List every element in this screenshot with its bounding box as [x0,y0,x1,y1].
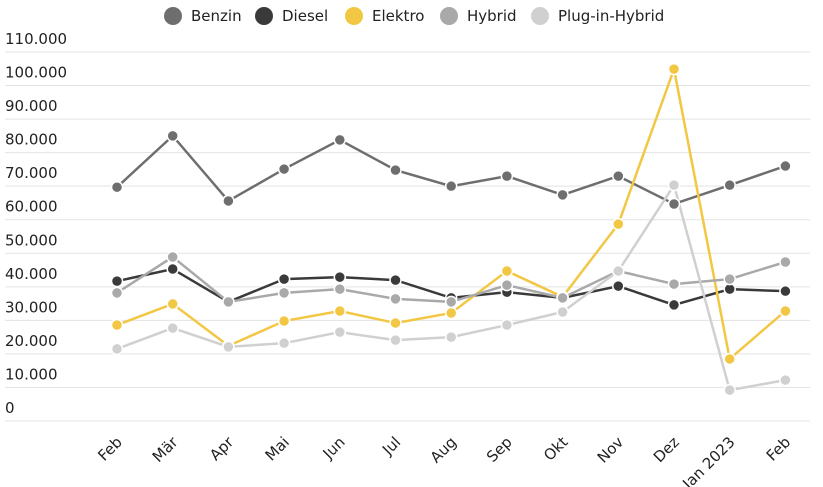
x-tick-label: Okt [540,433,571,464]
y-tick-label: 90.000 [5,97,58,115]
y-tick-label: 70.000 [5,164,58,182]
data-point [166,250,179,264]
data-point [667,298,681,312]
data-point [277,286,291,300]
data-point [333,282,347,296]
data-point [667,197,681,211]
data-point [110,318,124,332]
x-tick-label: Jul [378,433,404,459]
data-point [389,163,402,177]
x-tick-label: Aug [427,433,460,466]
data-point [667,277,681,291]
y-tick-label: 100.000 [5,64,67,82]
legend-label: Plug-in-Hybrid [558,7,664,25]
legend-marker [164,7,182,25]
data-point [500,169,514,183]
data-point [110,274,124,288]
data-point [277,162,291,176]
data-point [277,336,291,350]
data-point [333,325,347,339]
data-point [222,295,235,309]
data-point [500,264,514,278]
data-point [389,333,402,347]
data-point [222,340,235,354]
data-point [110,180,124,194]
legend-marker [440,7,458,25]
data-point [779,284,792,298]
data-point [277,314,291,328]
data-point [389,273,402,287]
legend-label: Diesel [282,7,328,25]
data-point [556,291,569,305]
data-point [166,297,179,311]
series-line [116,134,786,206]
data-point [166,129,179,143]
data-point [556,188,569,202]
data-point [166,321,179,335]
data-point [667,178,681,192]
data-point [500,278,514,292]
x-tick-label: Jun [319,433,349,463]
data-point [723,383,736,397]
data-point [779,255,792,269]
y-tick-label: 20.000 [5,332,58,350]
x-tick-label: Mai [262,433,293,464]
data-point [612,264,625,278]
legend-label: Hybrid [467,7,517,25]
x-tick-label: Sep [483,433,516,466]
x-tick-label: Apr [206,433,238,465]
y-tick-label: 50.000 [5,231,58,249]
legend-label: Elektro [372,7,424,25]
data-point [444,179,458,193]
y-tick-label: 60.000 [5,198,58,216]
data-point [612,169,625,183]
x-tick-label: Mär [149,433,182,466]
y-tick-label: 0 [5,399,15,417]
legend-label: Benzin [191,7,242,25]
data-point [444,330,458,344]
data-point [556,305,569,319]
data-point [166,262,179,276]
data-point [723,272,736,286]
y-tick-label: 10.000 [5,365,58,383]
legend-marker [345,7,363,25]
data-point [723,178,736,192]
data-point [500,318,514,332]
data-point [779,304,792,318]
y-tick-label: 30.000 [5,298,58,316]
data-point [389,292,402,306]
legend-marker [255,7,273,25]
x-tick-label: Jan 2023 [678,433,738,487]
data-point [612,217,625,231]
data-point [612,279,625,293]
data-point [110,342,124,356]
data-point [333,270,347,284]
data-point [389,316,402,330]
series-line [116,182,786,392]
x-tick-label: Feb [94,433,126,465]
x-tick-label: Feb [763,433,795,465]
x-tick-label: Nov [594,433,628,467]
data-point [779,373,792,387]
y-tick-label: 40.000 [5,265,58,283]
data-point [667,62,681,76]
y-tick-label: 80.000 [5,131,58,149]
data-point [277,272,291,286]
y-tick-label: 110.000 [5,30,67,48]
data-point [723,352,736,366]
data-point [779,159,792,173]
data-point [222,194,235,208]
data-point [110,286,124,300]
data-point [444,295,458,309]
data-point [333,304,347,318]
legend-marker [531,7,549,25]
data-point [444,306,458,320]
x-tick-label: Dez [650,433,683,466]
data-point [333,133,347,147]
